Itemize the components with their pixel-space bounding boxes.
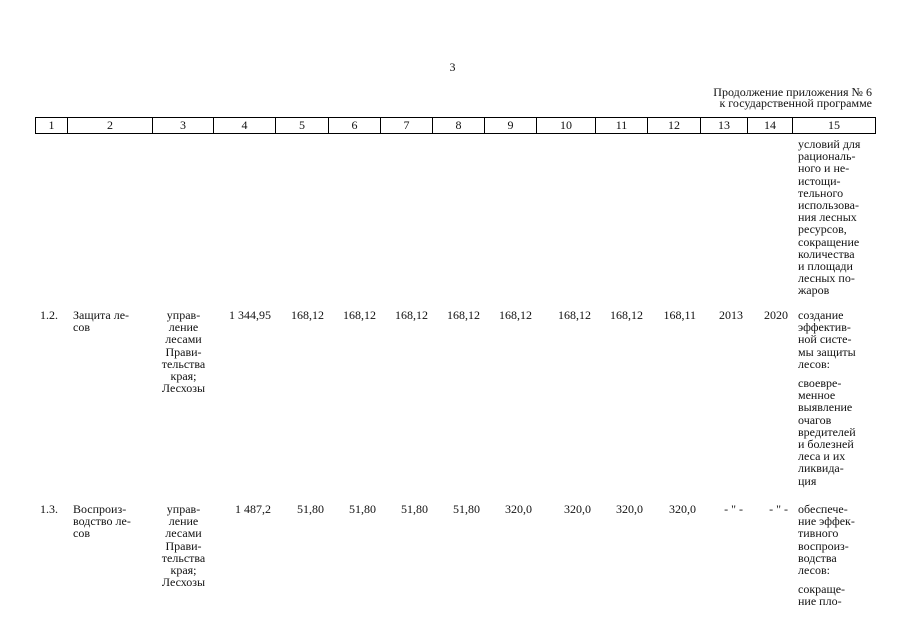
table-cell: 2013 <box>719 308 743 322</box>
column-header: 7 <box>380 117 433 134</box>
table-cell: - " - <box>769 502 788 516</box>
table-cell: - " - <box>724 502 743 516</box>
note-text: обеспече- ние эффек- тивного воспроиз- в… <box>798 502 855 578</box>
table-cell: 51,80 <box>453 502 480 516</box>
table-cell: 1 344,95 <box>229 308 271 322</box>
table-cell: 168,12 <box>291 308 324 322</box>
table-cell: 51,80 <box>401 502 428 516</box>
column-header: 2 <box>67 117 153 134</box>
note-text: сокраще- ние пло- <box>798 582 846 609</box>
note-text: условий для рациональ- ного и не- истощи… <box>798 137 861 298</box>
column-header: 8 <box>432 117 485 134</box>
table-cell: 51,80 <box>349 502 376 516</box>
table-cell: управ- ление лесами Прави- тельства края… <box>161 308 206 396</box>
column-header: 13 <box>700 117 748 134</box>
table-cell: 2020 <box>764 308 788 322</box>
header-line: к государственной программе <box>719 96 872 110</box>
table-cell: 168,12 <box>343 308 376 322</box>
table-cell: 168,12 <box>395 308 428 322</box>
column-header: 14 <box>747 117 793 134</box>
table-cell: Воспроиз- водство ле- сов <box>73 502 131 541</box>
table-cell: 168,12 <box>558 308 591 322</box>
table-cell: 168,11 <box>663 308 696 322</box>
note-text: создание эффектив- ной систе- мы защиты … <box>798 308 856 371</box>
table-cell: 320,0 <box>616 502 643 516</box>
column-header: 3 <box>152 117 214 134</box>
column-header: 4 <box>213 117 276 134</box>
column-header: 15 <box>792 117 876 134</box>
column-header: 6 <box>328 117 381 134</box>
column-header: 11 <box>595 117 648 134</box>
table-cell: 320,0 <box>564 502 591 516</box>
column-header: 12 <box>647 117 701 134</box>
note-text: своевре- менное выявление очагов вредите… <box>798 376 856 488</box>
table-cell: 168,12 <box>447 308 480 322</box>
column-header: 1 <box>35 117 68 134</box>
column-header: 9 <box>484 117 537 134</box>
column-header: 5 <box>275 117 329 134</box>
header-line: Продолжение приложения № 6 <box>713 85 872 99</box>
table-cell: 320,0 <box>505 502 532 516</box>
table-cell: Защита ле- сов <box>73 308 130 335</box>
table-cell: 320,0 <box>669 502 696 516</box>
column-header: 10 <box>536 117 596 134</box>
page-number: 3 <box>449 60 456 74</box>
table-cell: 1.2. <box>40 308 58 322</box>
table-cell: 168,12 <box>499 308 532 322</box>
table-cell: 1 487,2 <box>235 502 271 516</box>
table-cell: управ- ление лесами Прави- тельства края… <box>161 502 206 590</box>
table-cell: 51,80 <box>297 502 324 516</box>
table-cell: 168,12 <box>610 308 643 322</box>
table-cell: 1.3. <box>40 502 58 516</box>
